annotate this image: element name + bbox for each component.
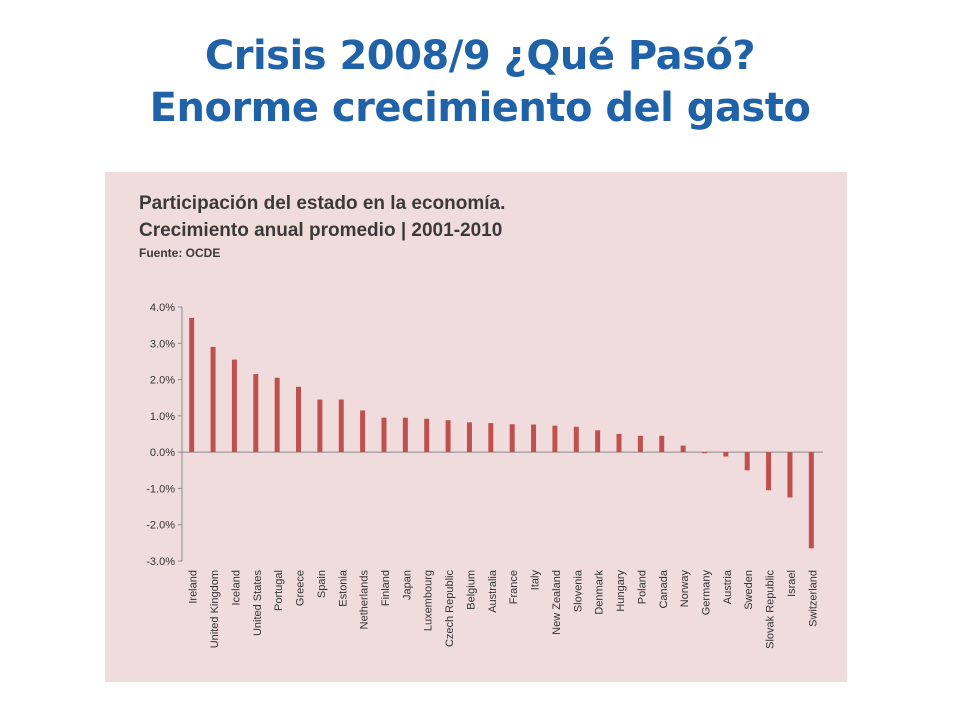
x-tick-label: Israel [786,570,798,597]
bar [231,359,237,453]
x-tick-label: Luxembourg [423,570,435,631]
bar [680,445,686,453]
chart-source: Fuente: OCDE [139,246,221,260]
x-tick-label: Japan [401,570,413,600]
x-tick-label: Denmark [594,570,606,615]
y-tick-label: 3.0% [150,338,175,350]
x-tick-label: Ireland [188,570,200,604]
bar [573,426,579,453]
x-tick-label: Sweden [743,570,755,610]
y-tick-label: -1.0% [146,483,175,495]
chart-header: Participación del estado en la economía.… [139,190,505,261]
slide-title: Crisis 2008/9 ¿Qué Pasó? Enorme crecimie… [0,30,960,134]
x-tick-label: Hungary [615,570,627,612]
x-tick-label: Poland [636,570,648,604]
slide-title-line1: Crisis 2008/9 ¿Qué Pasó? [204,33,756,79]
bar [296,386,302,453]
x-tick-label: France [508,570,520,604]
bar [381,417,387,453]
x-tick-label: United States [252,570,264,637]
bar [552,425,558,453]
x-tick-label: United Kingdom [209,570,221,648]
slide-title-line2: Enorme crecimiento del gasto [149,85,811,131]
chart-subtitle: Crecimiento anual promedio | 2001-2010 [139,220,503,241]
bar [338,399,344,453]
x-tick-label: Italy [530,570,542,591]
x-tick-label: Switzerland [807,570,819,627]
x-tick-label: Austria [722,569,734,604]
x-tick-label: Slovak Republic [765,570,777,649]
x-tick-label: Belgium [465,570,477,610]
y-tick-label: 1.0% [150,411,175,423]
bar [723,452,729,457]
y-tick-label: 4.0% [150,302,175,314]
bar [531,424,537,453]
x-tick-label: Germany [700,570,712,616]
bar [317,399,323,453]
x-tick-label: Spain [316,570,328,598]
bar [701,452,707,454]
bar [787,452,793,498]
chart-title: Participación del estado en la economía. [139,193,506,214]
bar [808,452,814,549]
x-tick-label: Slovenia [572,569,584,612]
x-tick-label: Australia [487,569,499,613]
x-tick-label: Greece [295,570,307,606]
x-tick-label: Netherlands [359,570,371,630]
x-tick-label: Portugal [273,570,285,611]
x-tick-label: Iceland [230,570,242,605]
bar [360,410,366,453]
x-tick-label: Norway [679,570,691,608]
bar [509,424,515,453]
bar [189,317,195,453]
x-tick-label: Czech Republic [444,570,456,648]
bar [253,374,259,453]
bar [402,417,408,453]
bar [637,435,643,453]
y-tick-label: 0.0% [150,447,175,459]
bar [466,422,472,453]
bar [659,435,665,453]
y-tick-label: -2.0% [146,520,175,532]
bar [595,430,601,453]
bar [616,434,622,453]
y-tick-label: 2.0% [150,375,175,387]
bar-chart: 4.0% 3.0% 2.0% 1.0% 0.0% -1.0% -2.0% -3.0% Irela… [146,302,823,649]
bar [424,418,430,453]
bar [744,452,750,471]
x-tick-label: Canada [658,569,670,608]
x-tick-label: Finland [380,570,392,606]
bar [445,420,451,453]
chart-panel: 4.0% 3.0% 2.0% 1.0% 0.0% -1.0% -2.0% -3.0% Irela… [105,172,847,682]
x-tick-label: New Zealand [551,570,563,635]
x-tick-label: Estonia [337,569,349,607]
bar [210,346,216,453]
bar [274,377,280,453]
y-tick-label: -3.0% [146,556,175,568]
bar [488,423,494,453]
bar [766,452,772,491]
